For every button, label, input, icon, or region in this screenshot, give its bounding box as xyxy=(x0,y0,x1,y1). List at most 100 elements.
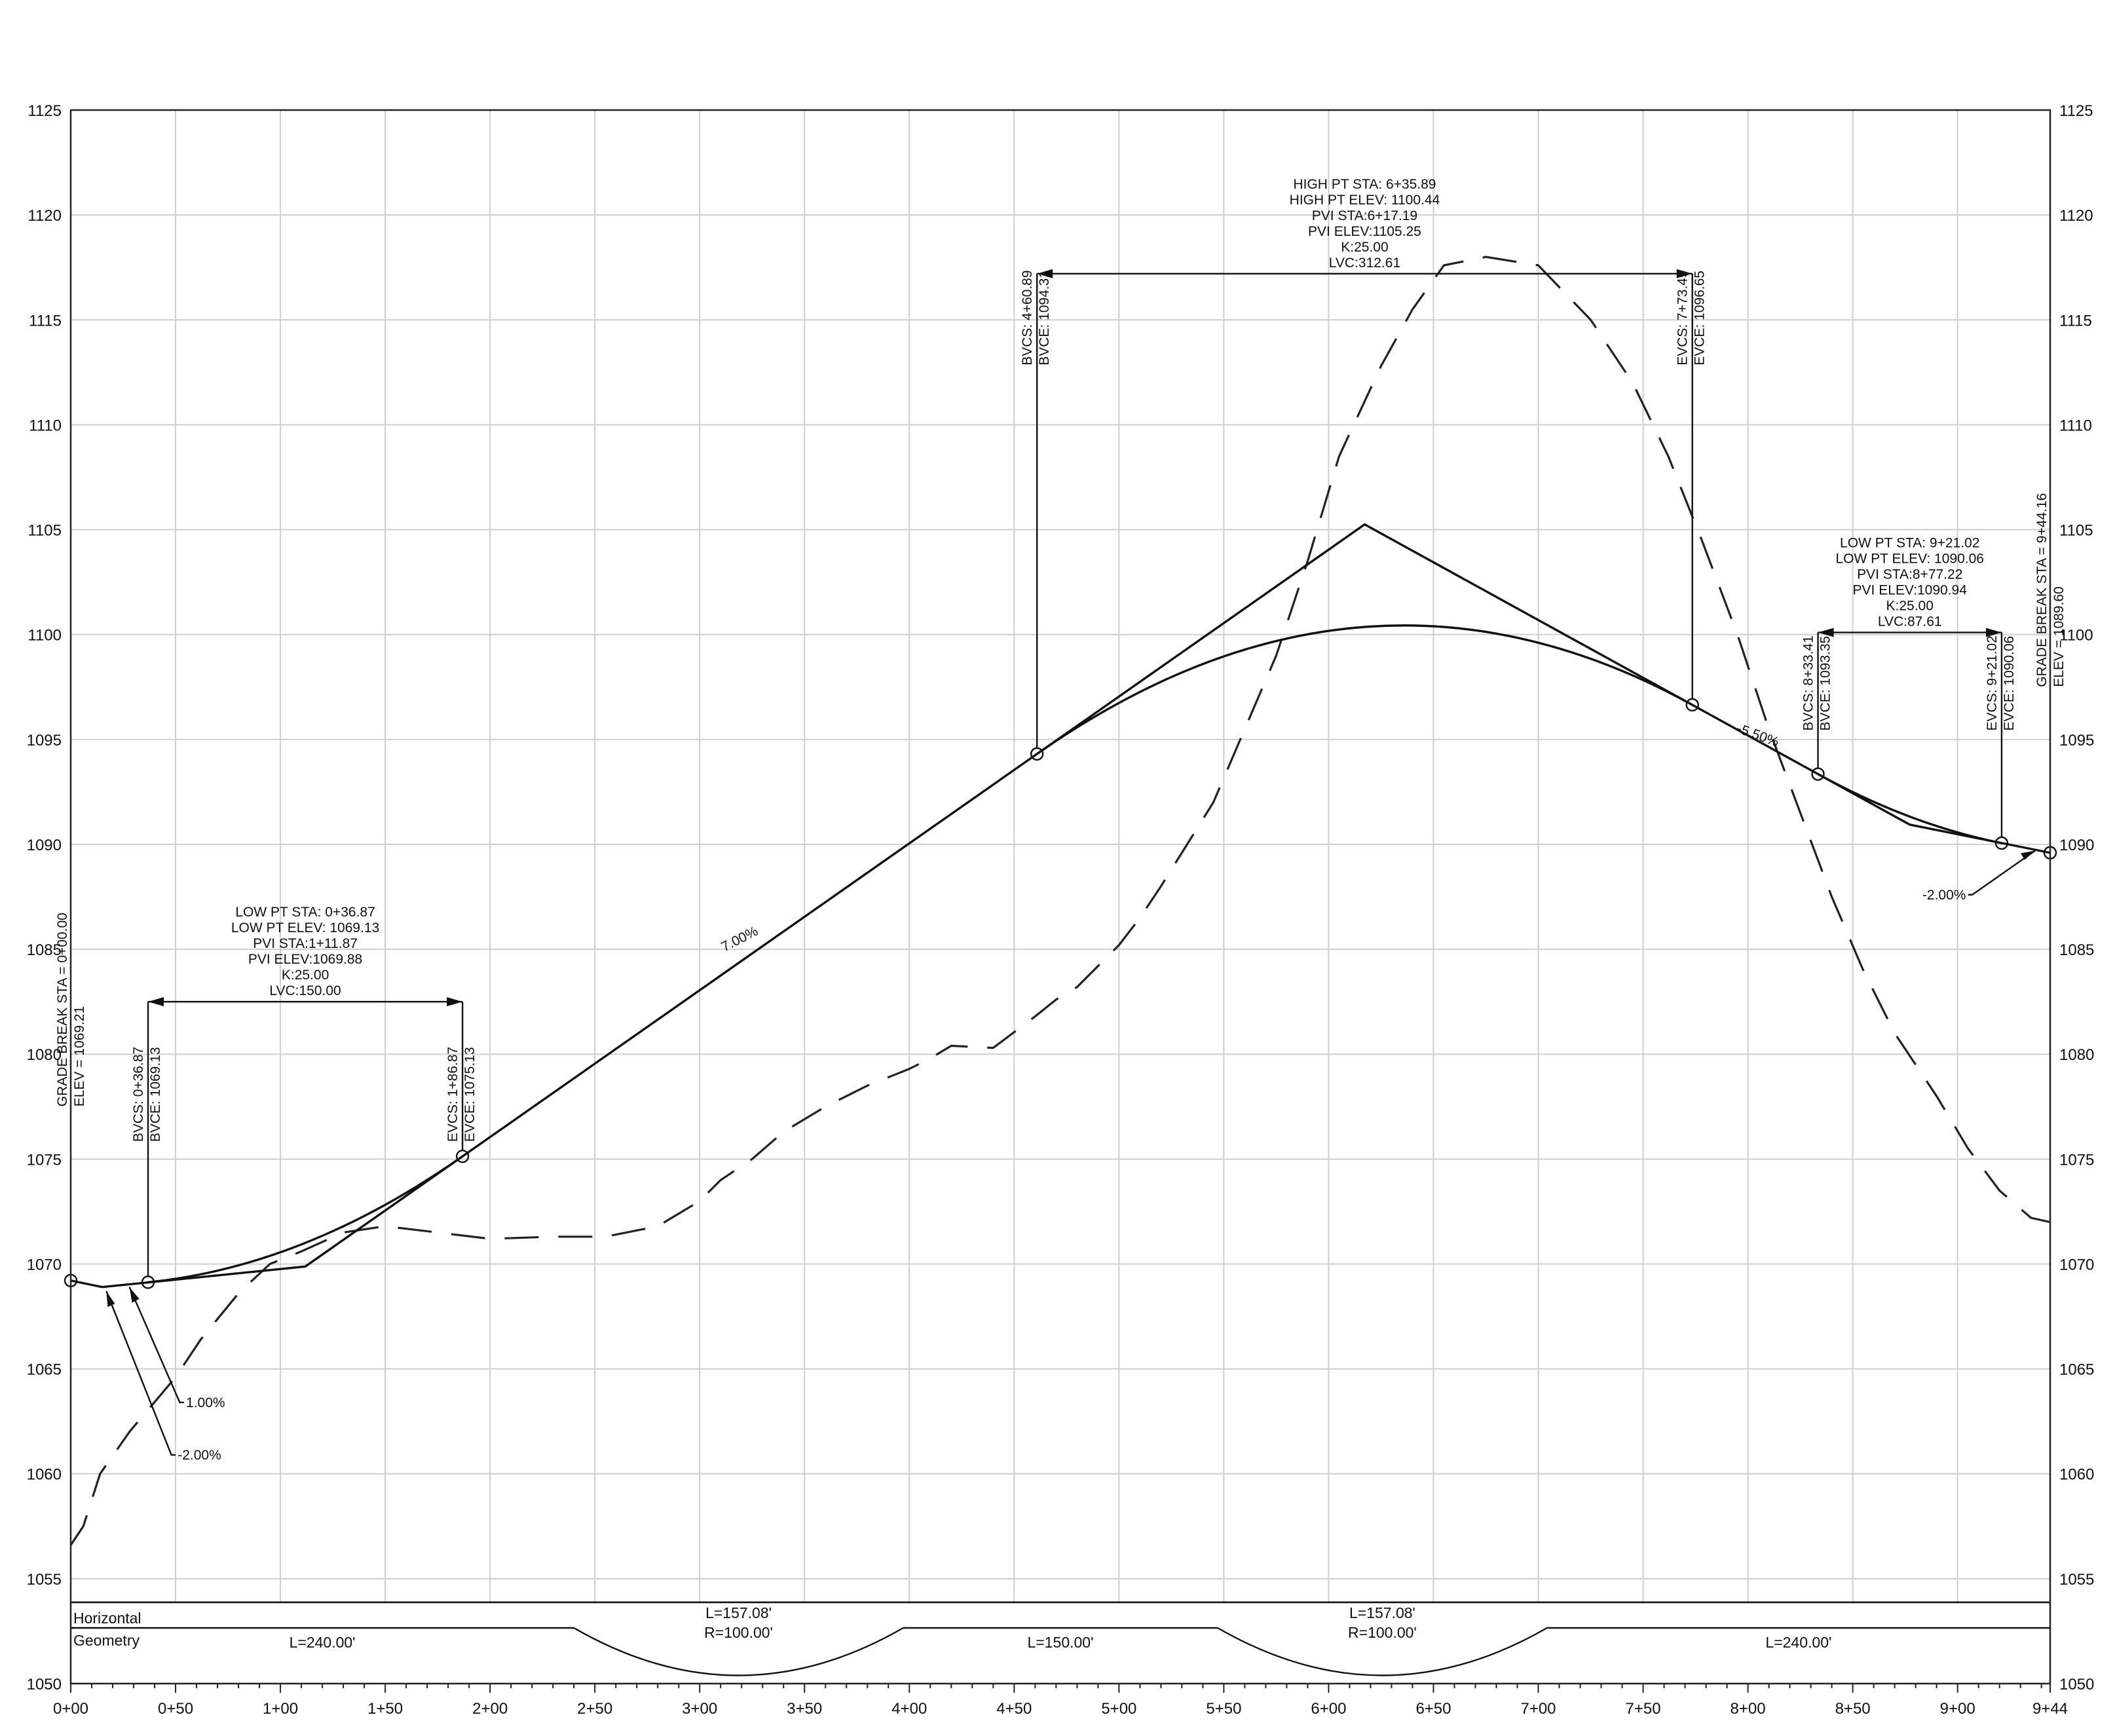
curve-info-text: K:25.00 xyxy=(282,968,329,983)
curve-segment xyxy=(573,1627,904,1676)
x-tick-label: 8+00 xyxy=(1731,1700,1766,1718)
vertical-curve xyxy=(147,1155,464,1284)
band-label-horizontal: Horizontal xyxy=(73,1610,141,1627)
x-tick-label: 1+50 xyxy=(367,1700,403,1718)
grade-break-start-elevation: ELEV = 1069.21 xyxy=(72,1006,87,1107)
grade-tangent-line xyxy=(70,523,2051,1289)
evc-station-label: EVCS: 7+73.49 xyxy=(1675,270,1691,365)
grade-label-start-pos: 1.00% xyxy=(186,1395,225,1410)
grade-label-up: 7.00% xyxy=(719,924,760,955)
dimension-arrowhead xyxy=(1676,269,1693,278)
y-tick-label-left: 1085 xyxy=(27,941,62,959)
proposed-grade-profile xyxy=(64,523,2057,1289)
y-tick-label-left: 1090 xyxy=(27,837,62,854)
curve-info-text: PVI STA:1+11.87 xyxy=(253,936,358,951)
evc-station-label: EVCS: 9+21.02 xyxy=(1985,635,2000,730)
bvc-station-label: BVCS: 4+60.89 xyxy=(1020,270,1035,365)
x-tick-label: 7+00 xyxy=(1520,1700,1556,1718)
grid-lines xyxy=(71,110,2050,1605)
bvc-station-label: BVCS: 8+33.41 xyxy=(1801,635,1816,730)
bvc-elevation-label: BVCE: 1094.31 xyxy=(1037,271,1052,366)
y-tick-label-left: 1110 xyxy=(29,417,62,434)
x-tick-label: 2+00 xyxy=(472,1700,508,1718)
y-tick-label-right: 1055 xyxy=(2059,1571,2094,1589)
leader-arrowhead xyxy=(2021,850,2036,860)
curve-info-text: LOW PT ELEV: 1069.13 xyxy=(231,920,379,935)
x-tick-label: 8+50 xyxy=(1835,1700,1871,1718)
evc-station-label: EVCS: 1+86.87 xyxy=(445,1047,460,1142)
grade-leader-start-neg xyxy=(105,1291,176,1456)
curve-info-text: K:25.00 xyxy=(1886,598,1934,613)
curve-info-text: K:25.00 xyxy=(1341,240,1388,255)
band-background xyxy=(71,1602,2050,1684)
curve-segment xyxy=(1217,1627,1548,1676)
grade-label-start-neg: -2.00% xyxy=(178,1448,221,1463)
grade-break-end-elevation: ELEV = 1089.60 xyxy=(2051,586,2067,687)
curve-info-text: PVI ELEV:1090.94 xyxy=(1853,582,1968,597)
x-tick-label: 1+00 xyxy=(263,1700,298,1718)
vertical-curve xyxy=(1817,773,2002,844)
curve-radius-label: R=100.00' xyxy=(704,1624,773,1641)
tangent-length-label: L=240.00' xyxy=(1765,1634,1831,1651)
y-tick-label-left: 1065 xyxy=(27,1361,62,1379)
x-tick-label: 5+50 xyxy=(1206,1700,1241,1718)
grade-label-down: -5.50% xyxy=(1734,721,1780,750)
leader-arrowhead xyxy=(129,1287,140,1303)
y-tick-label-right: 1065 xyxy=(2059,1361,2094,1379)
x-tick-label: 6+50 xyxy=(1415,1700,1451,1718)
curve-info-text: PVI ELEV:1069.88 xyxy=(248,952,362,967)
tangent-length-label: L=150.00' xyxy=(1028,1634,1094,1651)
vertical-curve xyxy=(1036,624,1693,755)
y-tick-label-left: 1095 xyxy=(27,732,62,749)
evc-elevation-label: EVCE: 1075.13 xyxy=(462,1047,477,1142)
curve-info-text: LOW PT ELEV: 1090.06 xyxy=(1835,551,1983,566)
x-tick-label: 4+50 xyxy=(996,1700,1032,1718)
y-tick-label-right: 1100 xyxy=(2059,627,2093,645)
grade-label-end: -2.00% xyxy=(1922,888,1966,903)
curve-info-text: LOW PT STA: 9+21.02 xyxy=(1840,535,1979,550)
bvc-elevation-label: BVCE: 1069.13 xyxy=(148,1047,163,1142)
y-tick-label-right: 1120 xyxy=(2059,207,2093,225)
dimension-arrowhead xyxy=(1037,269,1053,278)
y-tick-label-left: 1055 xyxy=(27,1571,62,1589)
x-tick-label: 7+50 xyxy=(1626,1700,1661,1718)
curve-info-text: PVI STA:6+17.19 xyxy=(1312,208,1417,223)
dimension-arrowhead xyxy=(148,997,164,1007)
dimension-arrowhead xyxy=(1818,628,1834,637)
y-tick-label-left: 1070 xyxy=(27,1256,62,1274)
y-tick-label-left: 1080 xyxy=(27,1046,62,1064)
plot-frame xyxy=(69,109,2051,1685)
grade-leader-start-pos xyxy=(128,1287,184,1404)
curve-info-text: LOW PT STA: 0+36.87 xyxy=(235,905,375,920)
x-tick-label: 2+50 xyxy=(577,1700,612,1718)
dimension-arrowhead xyxy=(1985,628,2002,637)
y-tick-label-right: 1050 xyxy=(2059,1676,2094,1693)
x-tick-label: 3+00 xyxy=(682,1700,717,1718)
evc-elevation-label: EVCE: 1090.06 xyxy=(2002,636,2017,731)
curve-info-text: LVC:312.61 xyxy=(1329,255,1400,271)
tangent-length-label: L=240.00' xyxy=(290,1634,356,1651)
band-label-geometry: Geometry xyxy=(73,1632,140,1649)
x-tick-label: 5+00 xyxy=(1101,1700,1136,1718)
y-tick-label-right: 1125 xyxy=(2059,102,2093,120)
bvc-elevation-label: BVCE: 1093.35 xyxy=(1818,636,1833,731)
y-tick-label-right: 1110 xyxy=(2059,417,2092,434)
evc-elevation-label: EVCE: 1096.65 xyxy=(1693,271,1708,366)
curve-info-text: LVC:150.00 xyxy=(269,983,341,998)
y-tick-label-left: 1100 xyxy=(28,627,62,645)
grade-leader-end xyxy=(1968,850,2036,896)
y-tick-label-right: 1090 xyxy=(2059,837,2094,854)
x-tick-label: 0+00 xyxy=(53,1700,88,1718)
grade-break-start-station: GRADE BREAK STA = 0+00.00 xyxy=(55,913,70,1106)
bvc-station-label: BVCS: 0+36.87 xyxy=(131,1047,146,1142)
x-tick-label: 4+00 xyxy=(891,1700,927,1718)
y-tick-label-right: 1085 xyxy=(2059,941,2094,959)
y-tick-label-left: 1060 xyxy=(27,1466,62,1484)
axis-labels: 0+00 0+50 1+00 1+50 2+00 2+50 3+00 3+50 4+00 4+50… xyxy=(27,102,2095,1718)
existing-ground-profile xyxy=(69,255,2050,1546)
x-tick-label: 6+00 xyxy=(1311,1700,1346,1718)
curve-info-text: PVI STA:8+77.22 xyxy=(1857,567,1962,582)
y-tick-label-right: 1115 xyxy=(2059,312,2092,330)
y-tick-label-right: 1080 xyxy=(2059,1046,2094,1064)
curve-info-text: HIGH PT ELEV: 1100.44 xyxy=(1290,193,1440,208)
